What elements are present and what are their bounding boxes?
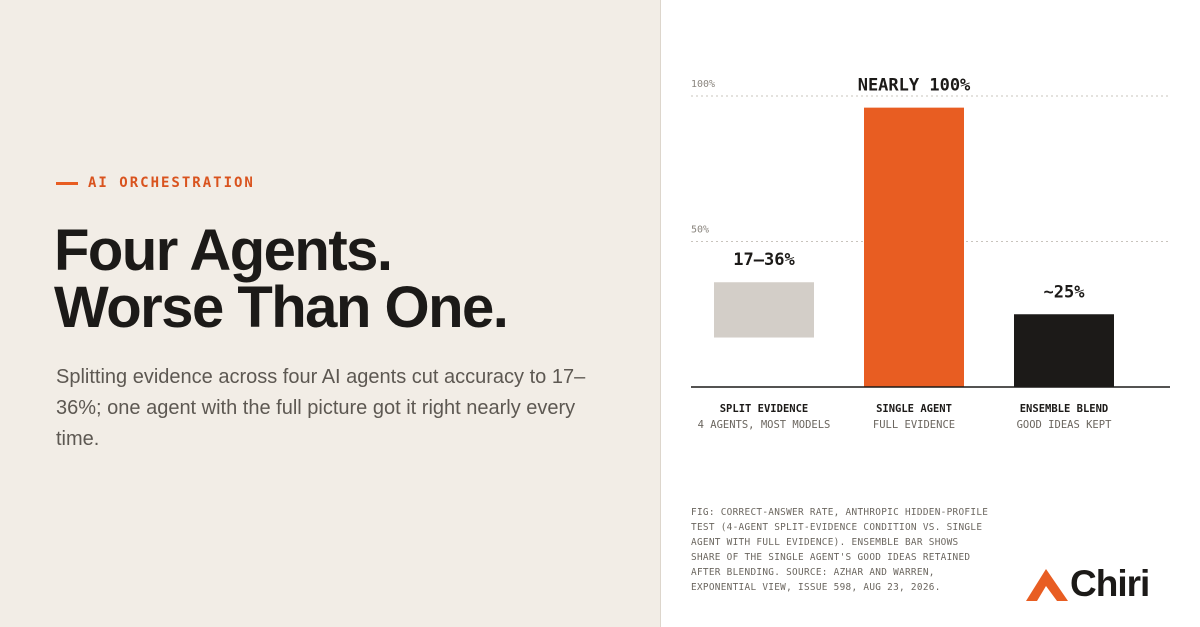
x-tick-sublabel: GOOD IDEAS KEPT	[1017, 419, 1113, 431]
caption: FIG: CORRECT-ANSWER RATE, ANTHROPIC HIDD…	[691, 507, 989, 593]
logo: Chiri	[1070, 563, 1150, 604]
bar	[864, 107, 964, 387]
chart: 50% 100% 17–36% SPLIT EVIDENCE 4 AGENTS, MOS…	[691, 76, 1170, 431]
body-text: Splitting evidence across four AI agents…	[56, 366, 586, 450]
value-label: ~25%	[1044, 282, 1086, 302]
bar	[1014, 314, 1114, 387]
y-tick-label: 100%	[691, 79, 715, 90]
bar	[714, 282, 814, 338]
value-label: 17–36%	[733, 250, 795, 270]
x-tick-label: ENSEMBLE BLEND	[1020, 403, 1109, 415]
eyebrow-dash	[56, 182, 78, 185]
x-tick-sublabel: FULL EVIDENCE	[873, 419, 955, 431]
x-tick-sublabel: 4 AGENTS, MOST MODELS	[698, 419, 831, 431]
y-tick-label: 50%	[691, 225, 709, 236]
left-panel: AI ORCHESTRATION Four Agents. Worse Than…	[0, 0, 661, 627]
headline: Worse Than One.	[54, 275, 509, 340]
headline: Four Agents.	[54, 218, 393, 283]
eyebrow: AI ORCHESTRATION	[88, 175, 255, 191]
value-label: NEARLY 100%	[858, 76, 971, 96]
x-tick-label: SINGLE AGENT	[876, 403, 952, 415]
x-tick-label: SPLIT EVIDENCE	[720, 403, 809, 415]
logo-mark	[1026, 569, 1068, 601]
